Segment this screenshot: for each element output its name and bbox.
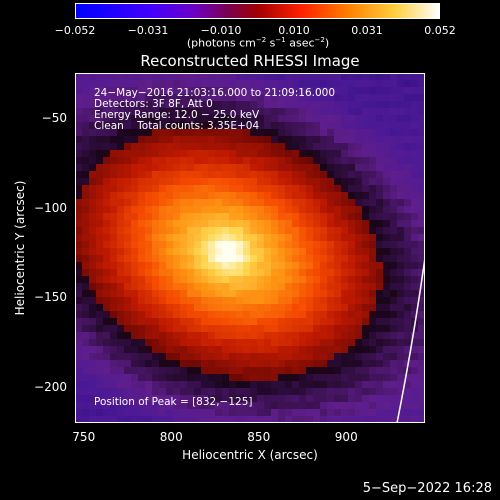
annotation-method-counts: Clean Total counts: 3.35E+04 xyxy=(94,120,260,132)
x-tick-label: 800 xyxy=(159,430,183,444)
colorbar-units: (photons cm−2 s−1 asec−2) xyxy=(186,36,330,50)
x-tick-label: 750 xyxy=(72,430,96,444)
annotation-detectors: Detectors: 3F 8F, Att 0 xyxy=(94,98,213,110)
solar-limb-line xyxy=(396,257,425,423)
colorbar-gradient xyxy=(76,4,439,18)
x-axis-label: Heliocentric X (arcsec) xyxy=(182,448,318,462)
x-tick-label: 850 xyxy=(247,430,271,444)
timestamp: 5−Sep−2022 16:28 xyxy=(362,481,492,496)
annotation-time-range: 24−May−2016 21:03:16.000 to 21:09:16.000 xyxy=(94,87,336,99)
colorbar-tick-label: 0.031 xyxy=(351,24,383,37)
colorbar-tick-label: −0.031 xyxy=(127,24,169,37)
colorbar-tick-label: −0.010 xyxy=(200,24,242,37)
chart-title: Reconstructed RHESSI Image xyxy=(140,52,360,70)
y-tick-label: −150 xyxy=(34,290,67,305)
y-axis-label: Heliocentric Y (arcsec) xyxy=(13,180,27,316)
y-tick-label: −50 xyxy=(41,110,67,125)
x-tick-label: 900 xyxy=(334,430,358,444)
y-tick-label: −100 xyxy=(34,200,67,215)
annotation-peak-position: Position of Peak = [832,−125] xyxy=(94,396,253,408)
colorbar-tick-label: 0.010 xyxy=(278,24,310,37)
plot-area xyxy=(75,73,425,423)
colorbar xyxy=(75,3,440,19)
annotation-energy-range: Energy Range: 12.0 − 25.0 keV xyxy=(94,109,260,121)
heatmap-image xyxy=(75,73,425,423)
colorbar-tick-label: −0.052 xyxy=(54,24,96,37)
colorbar-tick-label: 0.052 xyxy=(424,24,456,37)
y-tick-label: −200 xyxy=(34,380,67,395)
